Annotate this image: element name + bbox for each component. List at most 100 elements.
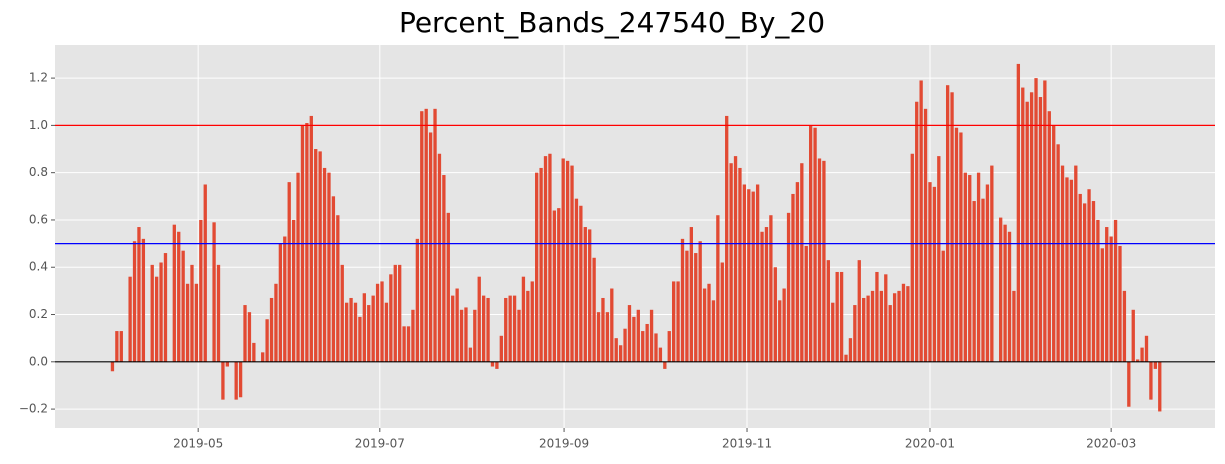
bar (1109, 236, 1113, 362)
bar (565, 160, 570, 362)
bar (592, 257, 596, 362)
bar (968, 175, 972, 362)
bar (605, 312, 610, 362)
bar (247, 312, 252, 362)
bar (451, 295, 455, 362)
bar (738, 167, 742, 362)
bar (548, 153, 552, 362)
bar (769, 215, 773, 362)
bar (287, 182, 291, 362)
x-tick-label: 2020-03 (1086, 437, 1136, 451)
y-tick-label: 0.8 (29, 165, 48, 179)
bar (720, 262, 724, 362)
bar (610, 288, 614, 362)
bar (618, 345, 623, 362)
y-tick-label: −0.2 (19, 402, 48, 416)
x-tick-label: 2019-09 (539, 437, 589, 451)
bar (1007, 231, 1012, 362)
y-tick-label: 1.2 (29, 71, 48, 85)
bar (203, 184, 207, 362)
bar (1105, 227, 1109, 362)
bar (831, 302, 835, 362)
bar (243, 305, 247, 362)
bar (1118, 245, 1122, 362)
bar (521, 276, 526, 362)
bar (990, 165, 994, 362)
bar (972, 201, 976, 362)
bar (716, 215, 720, 362)
bar (782, 288, 786, 362)
bar (875, 271, 879, 362)
bar (733, 156, 738, 362)
bar (1029, 92, 1034, 362)
bar (658, 347, 663, 362)
bar (336, 215, 340, 362)
bar (636, 309, 640, 362)
bar (915, 101, 919, 362)
bar (932, 186, 937, 362)
bar (649, 309, 654, 362)
bar (906, 286, 910, 362)
bar (910, 153, 914, 362)
bar (481, 295, 486, 362)
bar (1065, 177, 1069, 362)
bar (420, 111, 424, 362)
bar (530, 281, 534, 362)
bar (711, 300, 716, 362)
bar (291, 219, 296, 362)
bar (976, 172, 981, 362)
bar (327, 172, 331, 362)
bar (954, 127, 959, 362)
bar (928, 182, 932, 362)
bar (892, 293, 897, 362)
bar (512, 295, 517, 362)
bar (110, 361, 115, 372)
bar (645, 323, 649, 362)
bar (1113, 219, 1118, 362)
bar (1136, 359, 1140, 362)
bar (561, 158, 565, 362)
bar (238, 361, 243, 398)
bar (888, 305, 892, 362)
bar (800, 163, 804, 362)
bar (1025, 101, 1029, 362)
bar (486, 297, 490, 362)
bar (274, 283, 278, 362)
bar (1056, 144, 1060, 362)
bar (473, 309, 477, 362)
bar (322, 167, 327, 362)
bar (1127, 361, 1131, 407)
bar (901, 283, 906, 362)
bar (389, 274, 393, 362)
bar (261, 352, 265, 362)
bar (194, 283, 199, 362)
bar (543, 156, 548, 362)
bar (725, 115, 729, 362)
bar (296, 172, 300, 362)
bar (1016, 63, 1021, 362)
bar (583, 227, 587, 362)
bar (1034, 78, 1038, 362)
bar (835, 271, 839, 362)
bar (384, 302, 389, 362)
bar (614, 338, 618, 362)
bar (950, 92, 954, 362)
y-tick-label: 1.0 (29, 118, 48, 132)
bar (508, 295, 512, 362)
bar (707, 283, 711, 362)
bar (884, 274, 888, 362)
y-tick-label: 0.0 (29, 354, 48, 368)
bar (393, 264, 397, 362)
bar (999, 217, 1003, 362)
bar (795, 182, 800, 362)
bar (1043, 80, 1047, 362)
bar (937, 156, 941, 362)
bar (212, 222, 216, 362)
bar (945, 85, 950, 362)
bar (504, 297, 508, 362)
bar (1153, 361, 1157, 369)
bar (773, 267, 777, 362)
bar (398, 264, 402, 362)
bar (428, 132, 433, 362)
